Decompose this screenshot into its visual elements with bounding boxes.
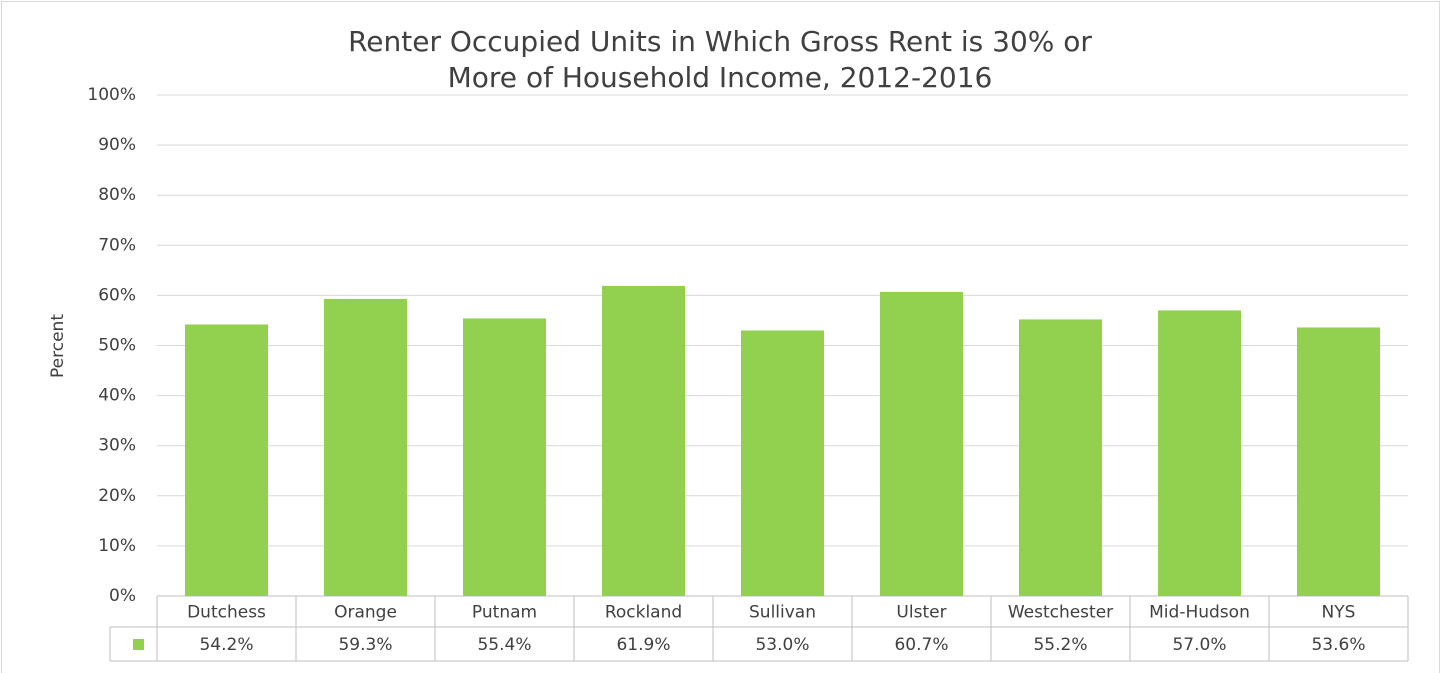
y-tick-label: 0% [109,586,136,606]
chart-title: Renter Occupied Units in Which Gross Ren… [348,25,1092,94]
legend-key [133,639,144,650]
y-axis-label: Percent [48,314,68,378]
y-tick-label: 40% [98,386,136,406]
x-tick-label: Dutchess [187,603,266,623]
data-label: 54.2% [199,635,253,655]
data-label: 59.3% [338,635,392,655]
data-label: 55.2% [1033,635,1087,655]
y-tick-label: 10% [98,536,136,556]
x-tick-label: Ulster [896,603,946,623]
x-tick-label: Sullivan [749,603,816,623]
y-tick-label: 100% [87,85,136,105]
y-tick-label: 80% [98,185,136,205]
bar [741,330,824,596]
x-tick-label: Rockland [605,603,682,623]
y-tick-label: 20% [98,486,136,506]
data-label: 61.9% [616,635,670,655]
data-label: 55.4% [477,635,531,655]
bar [1158,310,1241,596]
y-tick-label: 90% [98,135,136,155]
data-label: 53.0% [755,635,809,655]
data-label: 60.7% [894,635,948,655]
x-tick-label: Orange [334,603,397,623]
y-tick-label: 50% [98,336,136,356]
data-label: 53.6% [1311,635,1365,655]
bar [185,324,268,596]
bar [1019,319,1102,596]
bar [1297,327,1380,596]
data-label: 57.0% [1172,635,1226,655]
x-tick-label: Putnam [472,603,537,623]
y-tick-label: 70% [98,235,136,255]
x-tick-label: Mid-Hudson [1149,603,1250,623]
bar [463,318,546,596]
y-tick-label: 30% [98,436,136,456]
x-tick-label: Westchester [1008,603,1113,623]
x-tick-label: NYS [1322,603,1356,623]
y-tick-label: 60% [98,285,136,305]
bar [324,298,407,596]
bar [602,285,685,596]
bar [880,291,963,596]
